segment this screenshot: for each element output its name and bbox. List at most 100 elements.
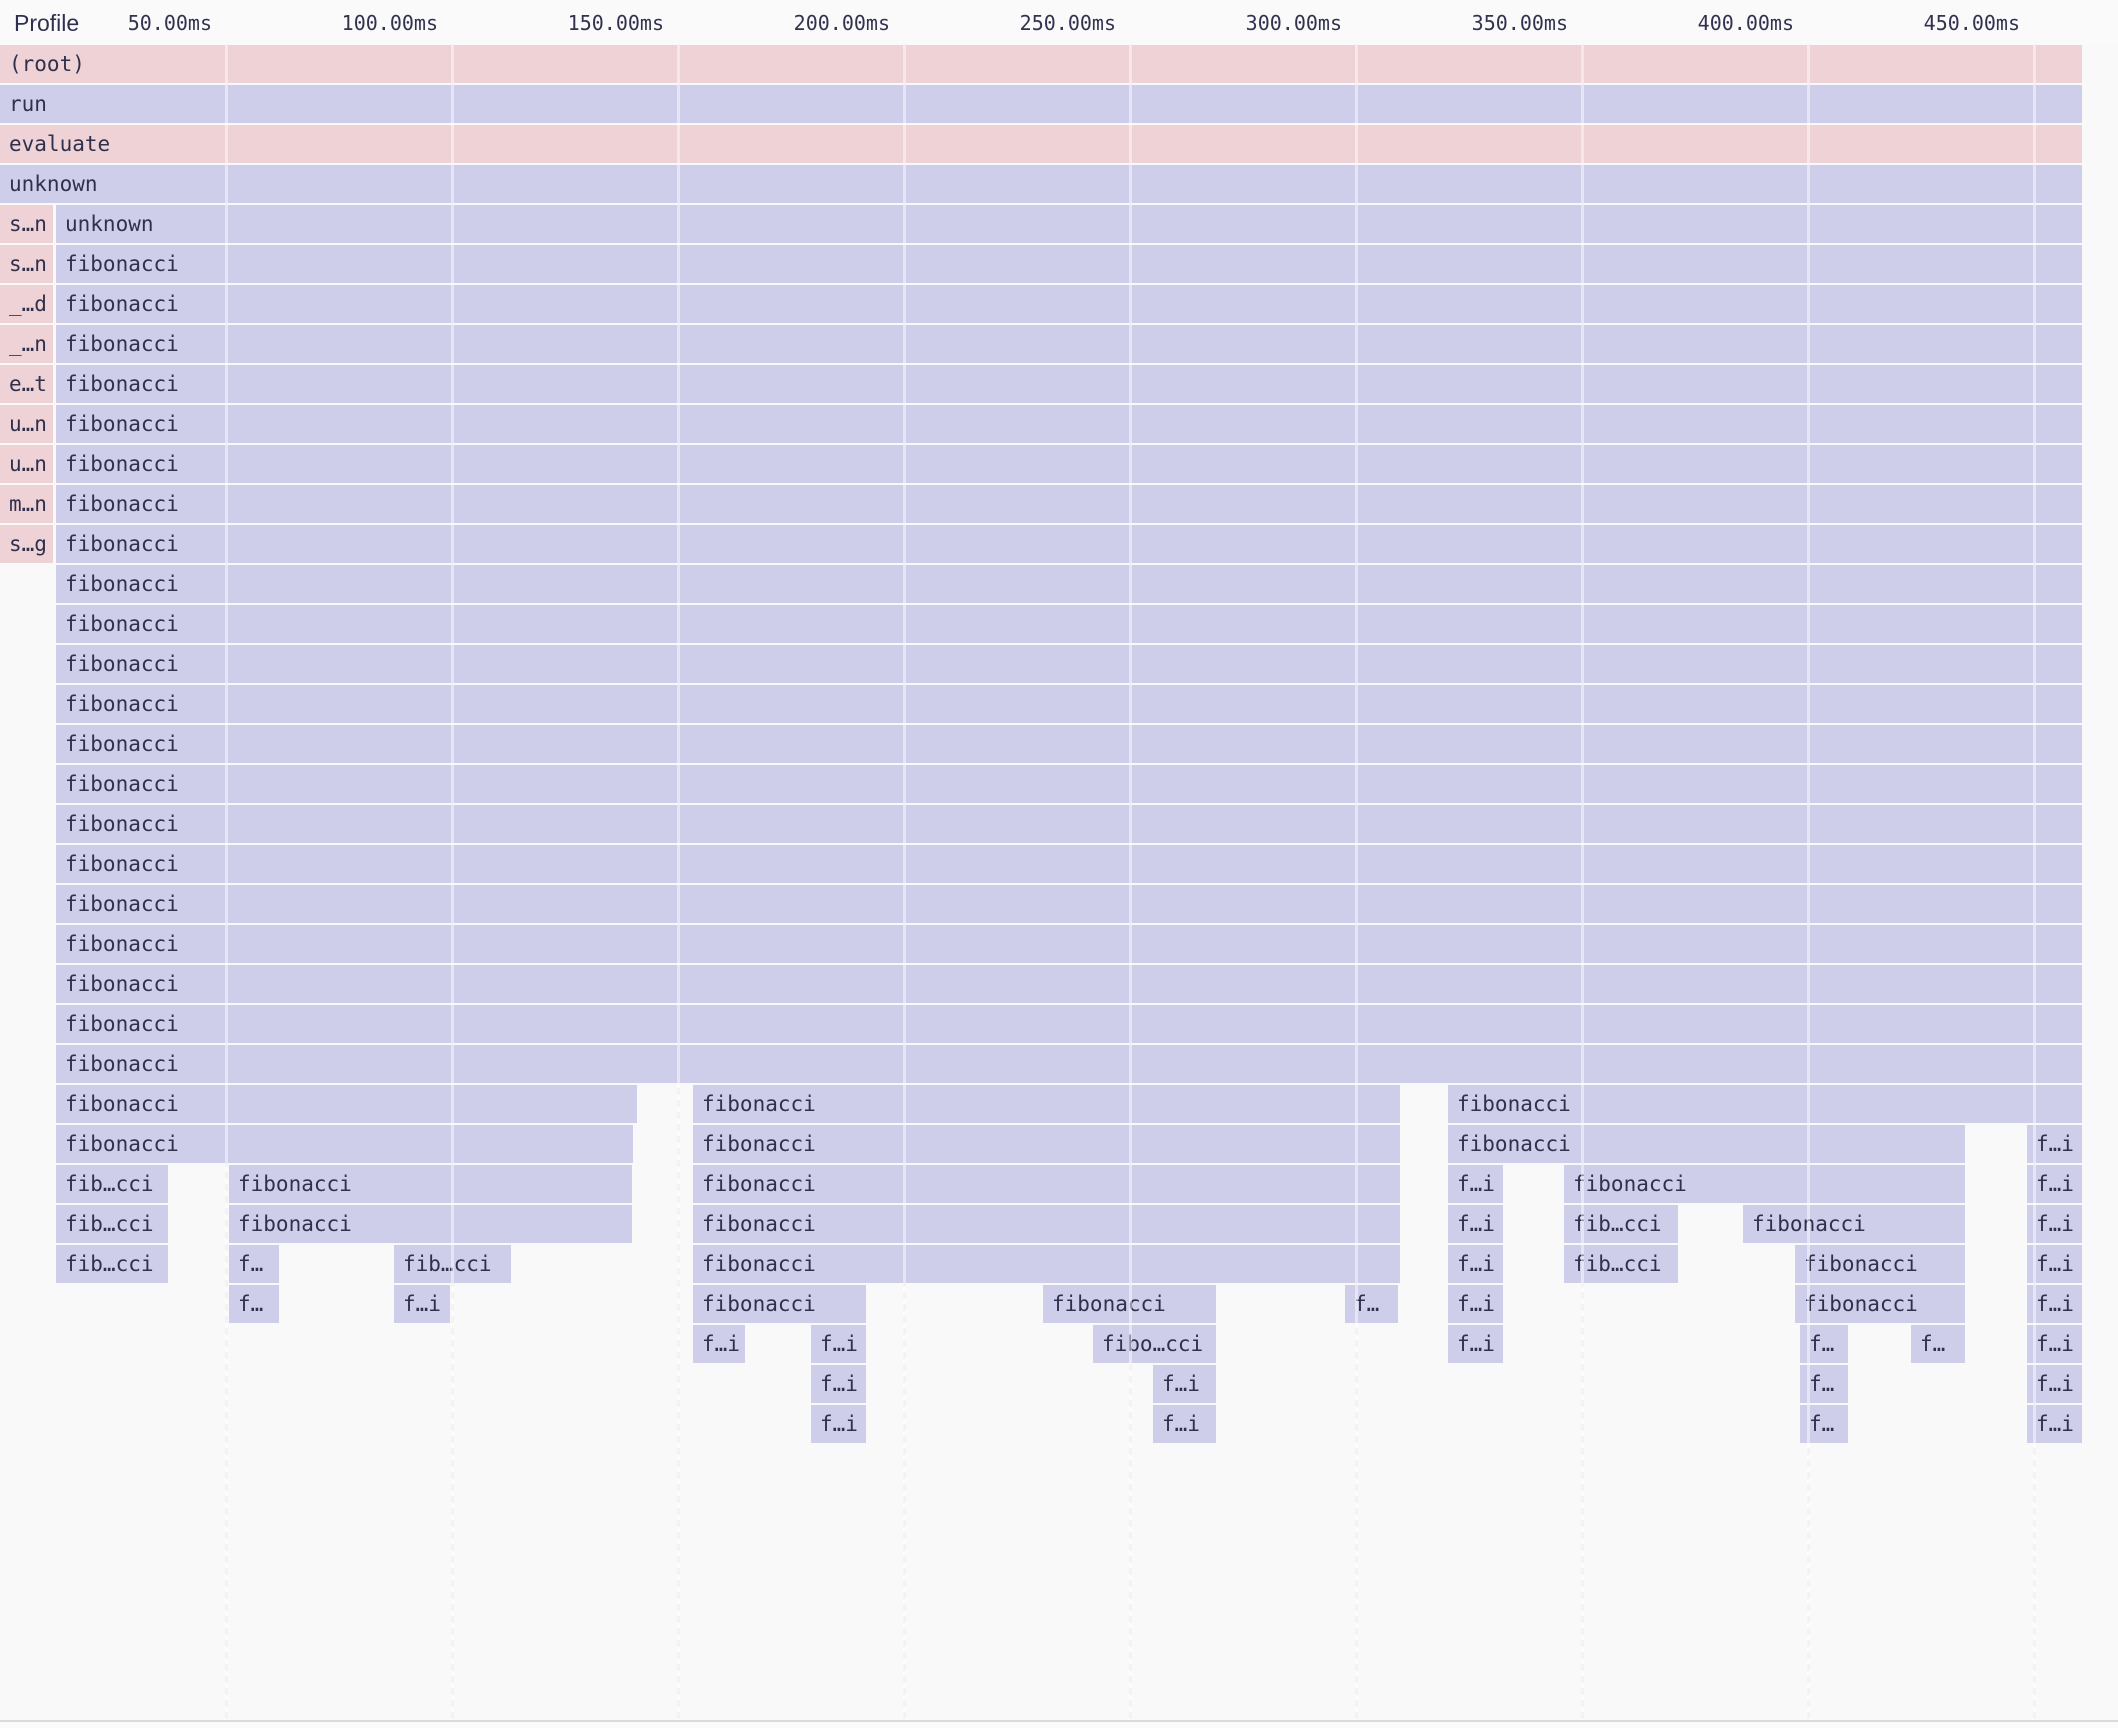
flame-frame[interactable]: fibonacci <box>56 445 2082 483</box>
flame-frame[interactable]: fibonacci <box>1795 1285 1965 1323</box>
flame-frame[interactable]: f…i <box>2027 1245 2082 1283</box>
flame-frame[interactable]: fibonacci <box>1564 1165 1965 1203</box>
flame-frame[interactable]: fibonacci <box>56 965 2082 1003</box>
flame-frame[interactable]: fibonacci <box>1795 1245 1965 1283</box>
flame-frame[interactable]: fibonacci <box>693 1245 1400 1283</box>
flame-frame[interactable]: fibonacci <box>229 1165 632 1203</box>
gridline-overlay <box>1129 44 1132 1720</box>
flame-frame[interactable]: f…i <box>2027 1125 2082 1163</box>
gridline-overlay <box>1807 44 1810 1720</box>
chart-bottom-border <box>0 1720 2118 1722</box>
flame-frame[interactable]: fibonacci <box>1448 1125 1965 1163</box>
flame-frame[interactable]: s…g <box>0 525 53 563</box>
flame-frame[interactable]: f…i <box>2027 1205 2082 1243</box>
flame-frame[interactable]: fibonacci <box>56 1045 2082 1083</box>
flame-frame[interactable]: _…n <box>0 325 53 363</box>
flame-frame[interactable]: fibonacci <box>56 605 2082 643</box>
flame-frame[interactable]: f…i <box>2027 1325 2082 1363</box>
flame-frame[interactable]: f…i <box>1448 1205 1503 1243</box>
flame-frame[interactable]: fibonacci <box>56 1005 2082 1043</box>
flame-frame[interactable]: fibonacci <box>1043 1285 1216 1323</box>
flame-frame[interactable]: fib…cci <box>56 1165 168 1203</box>
flame-frame[interactable]: f…i <box>1153 1365 1216 1403</box>
flame-frame[interactable]: fibonacci <box>56 1125 633 1163</box>
time-tick-label: 150.00ms <box>567 11 664 35</box>
flame-frame[interactable]: f…i <box>2027 1285 2082 1323</box>
flame-frame[interactable]: u…n <box>0 445 53 483</box>
flame-frame[interactable]: fibonacci <box>56 325 2082 363</box>
flame-frame[interactable]: fibonacci <box>56 485 2082 523</box>
flame-frame[interactable]: fibonacci <box>229 1205 632 1243</box>
flame-frame[interactable]: f…i <box>811 1365 866 1403</box>
flame-frame[interactable]: f…i <box>811 1405 866 1443</box>
gridline-overlay <box>677 44 680 1720</box>
flame-frame[interactable]: fibonacci <box>693 1085 1400 1123</box>
flame-frame[interactable]: fibonacci <box>56 365 2082 403</box>
flame-frame[interactable]: fibonacci <box>56 525 2082 563</box>
flame-frame[interactable]: fibonacci <box>56 725 2082 763</box>
flame-frame[interactable]: fibonacci <box>56 925 2082 963</box>
flame-frame[interactable]: fibo…cci <box>1093 1325 1216 1363</box>
flame-frame[interactable]: fibonacci <box>693 1205 1400 1243</box>
flame-frame[interactable]: u…n <box>0 405 53 443</box>
flame-frame[interactable]: f… <box>1345 1285 1398 1323</box>
time-tick-label: 400.00ms <box>1697 11 1794 35</box>
flame-frame[interactable]: f… <box>1800 1325 1848 1363</box>
flame-frame[interactable]: fibonacci <box>693 1285 866 1323</box>
time-tick-label: 250.00ms <box>1019 11 1116 35</box>
flame-frame[interactable]: s…n <box>0 205 53 243</box>
gridline-overlay <box>1581 44 1584 1720</box>
flame-frame[interactable]: run <box>0 85 2082 123</box>
flame-frame[interactable]: fib…cci <box>1564 1245 1678 1283</box>
flame-frame[interactable]: evaluate <box>0 125 2082 163</box>
flame-frame[interactable]: fibonacci <box>1743 1205 1965 1243</box>
flame-frame[interactable]: _…d <box>0 285 53 323</box>
flame-frame[interactable]: fibonacci <box>693 1165 1400 1203</box>
flame-frame[interactable]: fibonacci <box>56 805 2082 843</box>
flame-frame[interactable]: e…t <box>0 365 53 403</box>
flame-frame[interactable]: fib…cci <box>56 1205 168 1243</box>
flame-frame[interactable]: fibonacci <box>56 685 2082 723</box>
flame-frame[interactable]: fibonacci <box>56 285 2082 323</box>
flame-frame[interactable]: fibonacci <box>693 1125 1400 1163</box>
flame-frame[interactable]: f…i <box>1448 1325 1503 1363</box>
flame-frame[interactable]: s…n <box>0 245 53 283</box>
time-tick-label: 350.00ms <box>1471 11 1568 35</box>
flame-frame[interactable]: fibonacci <box>56 885 2082 923</box>
flame-frame[interactable]: (root) <box>0 45 2082 83</box>
flame-frame[interactable]: f… <box>1911 1325 1965 1363</box>
flame-frame[interactable]: unknown <box>0 165 2082 203</box>
time-tick-label: 200.00ms <box>793 11 890 35</box>
flame-frame[interactable]: f… <box>1800 1405 1848 1443</box>
flame-frame[interactable]: f…i <box>1153 1405 1216 1443</box>
flame-frame[interactable]: fibonacci <box>56 1085 637 1123</box>
flame-frame[interactable]: f…i <box>1448 1245 1503 1283</box>
flame-frame[interactable]: m…n <box>0 485 53 523</box>
flame-frame[interactable]: fibonacci <box>56 645 2082 683</box>
flame-frame[interactable]: fibonacci <box>56 245 2082 283</box>
flame-frame[interactable]: f…i <box>2027 1405 2082 1443</box>
flame-frame[interactable]: fibonacci <box>1448 1085 2082 1123</box>
gridline-overlay <box>451 44 454 1720</box>
flame-frame[interactable]: f…i <box>2027 1165 2082 1203</box>
flame-frame[interactable]: f…i <box>1448 1285 1503 1323</box>
flame-frame[interactable]: fibonacci <box>56 405 2082 443</box>
flame-frame[interactable]: unknown <box>56 205 2082 243</box>
flame-frame[interactable]: fib…cci <box>1564 1205 1678 1243</box>
flame-frame[interactable]: fibonacci <box>56 565 2082 603</box>
flame-frame[interactable]: f…i <box>693 1325 745 1363</box>
flame-frame[interactable]: f…i <box>2027 1365 2082 1403</box>
flame-frame[interactable]: fibonacci <box>56 845 2082 883</box>
flame-frame[interactable]: f… <box>1800 1365 1848 1403</box>
flame-frame[interactable]: fib…cci <box>394 1245 511 1283</box>
time-ruler: Profile 50.00ms 100.00ms 150.00ms 200.00ms 2… <box>0 0 2118 44</box>
flame-frame[interactable]: f…i <box>811 1325 866 1363</box>
flame-frame[interactable]: f…i <box>1448 1165 1503 1203</box>
flame-frame[interactable]: f…i <box>394 1285 450 1323</box>
flame-frame[interactable]: fibonacci <box>56 765 2082 803</box>
time-tick-label: 450.00ms <box>1923 11 2020 35</box>
flame-frame[interactable]: f… <box>229 1285 279 1323</box>
flame-frame[interactable]: fib…cci <box>56 1245 168 1283</box>
flame-frame[interactable]: f… <box>229 1245 279 1283</box>
